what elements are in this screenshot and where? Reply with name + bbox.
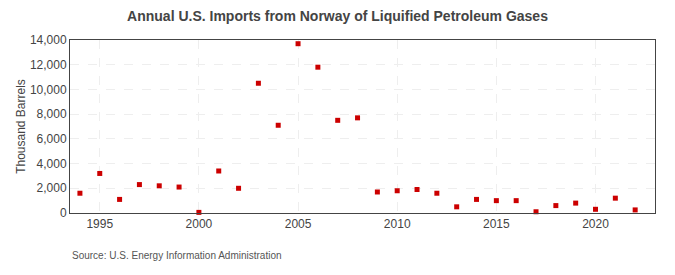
svg-text:2010: 2010 [384, 217, 411, 231]
svg-text:Source: U.S. Energy Informatio: Source: U.S. Energy Information Administ… [72, 250, 282, 261]
svg-text:8,000: 8,000 [37, 107, 67, 121]
svg-text:0: 0 [60, 206, 67, 220]
svg-text:6,000: 6,000 [37, 132, 67, 146]
svg-text:14,000: 14,000 [30, 33, 67, 47]
svg-text:2015: 2015 [483, 217, 510, 231]
svg-text:Thousand Barrels: Thousand Barrels [14, 79, 28, 174]
svg-text:2000: 2000 [186, 217, 213, 231]
svg-text:10,000: 10,000 [30, 83, 67, 97]
svg-text:Annual U.S. Imports from Norwa: Annual U.S. Imports from Norway of Liqui… [127, 8, 548, 24]
svg-text:1995: 1995 [86, 217, 113, 231]
svg-text:2005: 2005 [285, 217, 312, 231]
svg-text:2,000: 2,000 [37, 181, 67, 195]
svg-text:4,000: 4,000 [37, 157, 67, 171]
svg-text:12,000: 12,000 [30, 58, 67, 72]
svg-text:2020: 2020 [582, 217, 609, 231]
